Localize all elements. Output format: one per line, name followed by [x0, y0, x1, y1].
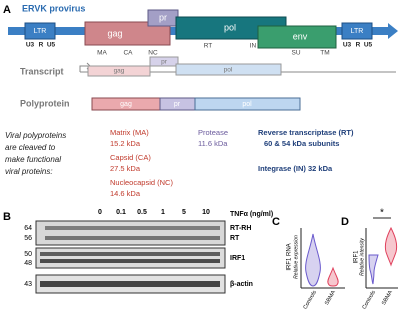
x-label: Controls [362, 290, 378, 310]
product: Matrix (MA) [110, 128, 149, 137]
segment-label: pol [242, 101, 252, 108]
concentration: 0 [98, 209, 102, 216]
panel-label: B [3, 211, 11, 223]
band [40, 252, 220, 256]
band [45, 226, 220, 230]
segment-label: pol [224, 22, 236, 32]
segment-label: pol [224, 67, 233, 74]
note-line: make functional [5, 155, 61, 164]
segment-label: gag [114, 68, 125, 75]
sublabel: U3 [26, 42, 35, 49]
band-label: β-actin [230, 281, 253, 288]
panel-label: C [272, 216, 280, 228]
row-label: Polyprotein [20, 98, 70, 108]
violin [384, 226, 398, 267]
sublabel: U5 [364, 42, 373, 49]
marker: 48 [24, 260, 32, 267]
product: Capsid (CA) [110, 153, 151, 162]
segment-label: gag [120, 101, 132, 108]
treatment: TNFα (ng/ml) [230, 211, 273, 218]
note-line: are cleaved to [5, 143, 56, 152]
product: 60 & 54 kDa subunits [264, 139, 339, 148]
product: Reverse transcriptase (RT) [258, 128, 354, 137]
blot [35, 247, 226, 269]
sublabel: NC [148, 50, 158, 57]
pol-box [175, 63, 282, 76]
product: 11.6 kDa [198, 139, 228, 148]
band [45, 236, 220, 240]
product: Integrase (IN) 32 kDa [258, 164, 333, 173]
band-label: IRF1 [230, 255, 245, 262]
gag-box [84, 21, 171, 46]
marker: 50 [24, 251, 32, 258]
product: 27.5 kDa [110, 164, 141, 173]
sublabel: R [39, 42, 44, 49]
segment-label: pr [159, 12, 167, 22]
sublabel: U5 [47, 42, 56, 49]
product: Protease [198, 128, 228, 137]
concentration: 5 [182, 209, 186, 216]
sublabel: CA [123, 50, 133, 57]
band-label: RT-RH [230, 225, 251, 232]
sublabel: SU [291, 50, 300, 57]
segment-label: pr [161, 59, 168, 66]
product: Nucleocapsid (NC) [110, 178, 173, 187]
title: ERVK provirus [22, 3, 85, 13]
sublabel: U3 [343, 42, 352, 49]
band-label: RT [230, 235, 240, 242]
violin [327, 266, 339, 287]
bands [40, 226, 220, 287]
band [40, 281, 220, 287]
y-sublabel: Relative intensity [359, 238, 365, 276]
x-label: SBMA [381, 289, 394, 306]
concentration: 1 [161, 209, 165, 216]
segment-label: LTR [34, 28, 47, 35]
segment-label: env [293, 31, 308, 41]
env-box [257, 25, 337, 49]
sublabel: IN [250, 43, 257, 50]
pol-box [194, 97, 301, 111]
violin [368, 254, 379, 285]
segment-label: gag [107, 28, 122, 38]
note-line: Viral polyproteins [5, 131, 66, 140]
ltr-box [24, 22, 56, 40]
y-label: IRF1 RNA [287, 243, 293, 270]
product: 14.6 kDa [110, 189, 141, 198]
y-sublabel: Relative expression [293, 235, 299, 279]
concentration: 0.1 [116, 209, 126, 216]
blot [35, 220, 226, 246]
note-line: viral proteins: [5, 167, 53, 176]
y-label: IRF1 [354, 250, 360, 264]
sublabel: R [356, 42, 361, 49]
row-label: Transcript [20, 66, 64, 76]
sublabel: RT [204, 43, 213, 50]
gag-box [87, 65, 151, 77]
product: 15.2 kDa [110, 139, 141, 148]
panel-label: A [3, 4, 11, 16]
segment-label: pr [174, 101, 181, 108]
concentration: 10 [202, 209, 210, 216]
sublabel: MA [97, 50, 107, 57]
sublabels: U3 R U5 MA CA NC RT IN SU TM U3 R U5 [26, 42, 373, 57]
x-label: Controls [303, 290, 319, 310]
marker: 43 [24, 281, 32, 288]
concentration: 0.5 [137, 209, 147, 216]
band [40, 259, 220, 263]
pr-box [149, 56, 179, 67]
panel-label: D [341, 216, 349, 228]
marker: 56 [24, 235, 32, 242]
segment-label: LTR [351, 28, 364, 35]
marker: 64 [24, 225, 32, 232]
x-label: SBMA [324, 289, 337, 306]
violin [305, 233, 321, 287]
sublabel: TM [320, 50, 329, 57]
significance: * [380, 208, 384, 219]
ltr-box [341, 22, 373, 40]
